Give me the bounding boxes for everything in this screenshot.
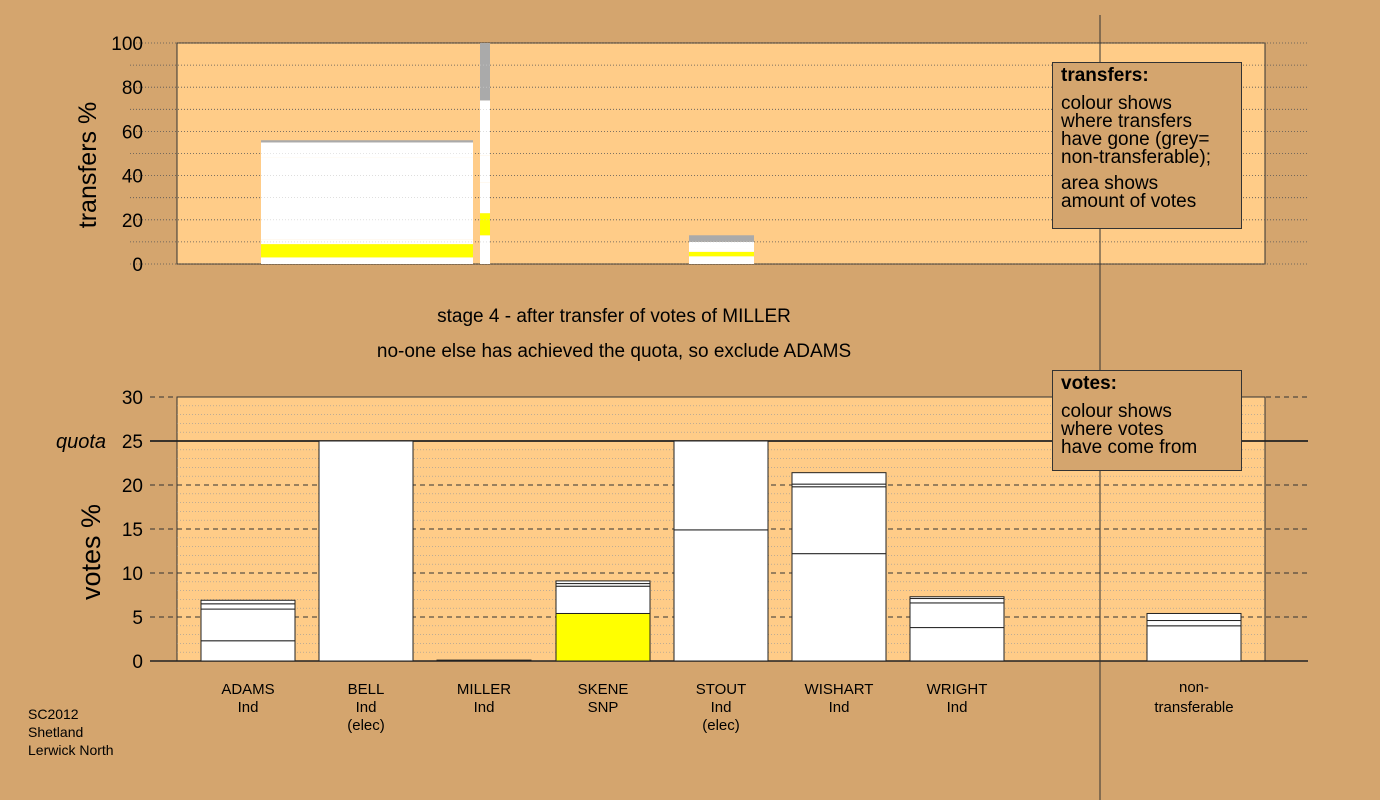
votes-legend: votes: colour shows where votes have com… (1052, 370, 1242, 471)
candidate-bar-segment (909, 627, 1005, 662)
candidate-name: MILLER (457, 681, 511, 698)
bottom-y-tick-label: 5 (132, 608, 143, 629)
candidate-bar-segment (436, 659, 532, 662)
transfer-segment (689, 248, 754, 252)
top-y-tick-label: 20 (122, 211, 143, 232)
bottom-y-tick-label: 30 (122, 388, 143, 409)
transfer-segment (480, 235, 490, 264)
transfer-segment (480, 100, 490, 156)
candidate-party: Ind (829, 699, 850, 716)
stage-title: stage 4 - after transfer of votes of MIL… (437, 306, 791, 327)
footer-election: SC2012 (28, 706, 79, 722)
transfer-segment (480, 43, 490, 101)
top-y-tick-label: 80 (122, 78, 143, 99)
bottom-y-axis-title: votes % (76, 504, 106, 600)
candidate-status: (elec) (347, 717, 385, 734)
bottom-y-tick-label: 10 (122, 564, 143, 585)
top-y-tick-label: 60 (122, 122, 143, 143)
candidate-party: Ind (947, 699, 968, 716)
nontransferable-label: transferable (1154, 699, 1233, 716)
transfers-legend: transfers: colour shows where transfers … (1052, 62, 1242, 229)
candidate-bar-segment (200, 640, 296, 662)
candidate-name: BELL (348, 681, 385, 698)
bottom-y-tick-label: 15 (122, 520, 143, 541)
bottom-y-tick-label: 20 (122, 476, 143, 497)
candidate-name: WRIGHT (927, 681, 988, 698)
top-y-tick-label: 0 (132, 255, 143, 276)
transfers-legend-line: non-transferable); (1061, 147, 1211, 168)
candidate-bar-segment (791, 472, 887, 485)
transfer-segment (261, 142, 473, 158)
transfer-segment (261, 257, 473, 264)
candidate-bar-segment (555, 612, 651, 662)
candidate-party: Ind (711, 699, 732, 716)
nontransferable-bar-segment (1146, 612, 1242, 622)
candidate-bar-segment (673, 440, 769, 531)
footer-council: Shetland (28, 724, 84, 740)
candidate-bar-segment (200, 608, 296, 642)
top-y-axis-title: transfers % (74, 102, 102, 228)
quota-label: quota (56, 431, 106, 453)
candidate-party: Ind (238, 699, 259, 716)
candidate-bar-segment (555, 580, 651, 585)
transfer-segment (689, 256, 754, 264)
top-y-tick-label: 100 (111, 34, 143, 55)
candidate-name: STOUT (696, 681, 747, 698)
votes-legend-line: colour shows (1061, 401, 1172, 422)
candidate-status: (elec) (702, 717, 740, 734)
footer-ward: Lerwick North (28, 742, 114, 758)
candidate-party: Ind (356, 699, 377, 716)
transfer-segment (480, 213, 490, 236)
candidate-party: SNP (588, 699, 619, 716)
top-y-tick-label: 40 (122, 167, 143, 188)
nontransferable-label: non- (1179, 679, 1209, 696)
transfer-segment (689, 235, 754, 242)
candidate-bar-segment (318, 440, 414, 662)
candidate-bar-segment (909, 598, 1005, 604)
stage-subtitle: no-one else has achieved the quota, so e… (377, 341, 851, 362)
candidate-bar-segment (791, 553, 887, 662)
candidate-party: Ind (474, 699, 495, 716)
candidate-bar-segment (555, 585, 651, 614)
candidate-bar-segment (673, 529, 769, 662)
candidate-bar-segment (909, 602, 1005, 629)
transfers-legend-line: where transfers (1061, 111, 1192, 132)
transfer-segment (261, 244, 473, 258)
candidate-name: SKENE (578, 681, 629, 698)
candidate-bar-segment (909, 596, 1005, 600)
votes-legend-title: votes: (1061, 373, 1117, 394)
transfer-segment (261, 140, 473, 143)
transfers-legend-line: area shows (1061, 173, 1159, 194)
candidate-bar-segment (200, 603, 296, 610)
votes-legend-line: where votes (1061, 419, 1164, 440)
candidate-name: WISHART (805, 681, 874, 698)
bottom-y-tick-label: 25 (122, 432, 143, 453)
transfers-legend-line: amount of votes (1061, 191, 1197, 212)
transfer-segment (689, 241, 754, 249)
transfers-legend-line: colour shows (1061, 93, 1172, 114)
nontransferable-bar-segment (1146, 625, 1242, 662)
transfers-legend-title: transfers: (1061, 65, 1149, 86)
candidate-name: ADAMS (221, 681, 274, 698)
transfer-segment (480, 155, 490, 183)
bottom-y-tick-label: 0 (132, 652, 143, 673)
transfer-segment (689, 251, 754, 257)
transfer-segment (480, 182, 490, 214)
election-footer: SC2012 Shetland Lerwick North (28, 705, 114, 759)
nontransferable-bar-segment (1146, 620, 1242, 627)
votes-legend-line: have come from (1061, 437, 1198, 458)
transfers-legend-line: have gone (grey= (1061, 129, 1210, 150)
transfer-segment (261, 157, 473, 240)
candidate-bar-segment (791, 486, 887, 555)
candidate-bar-segment (200, 599, 296, 605)
